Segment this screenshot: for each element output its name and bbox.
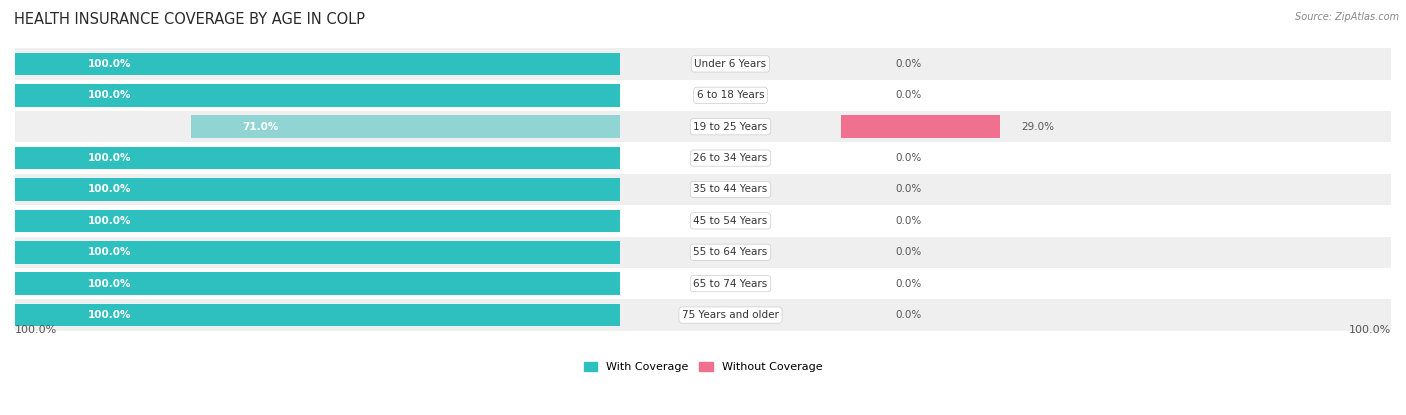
Bar — [15, 241, 620, 264]
Bar — [15, 268, 1391, 299]
Bar — [15, 84, 620, 107]
Text: 100.0%: 100.0% — [87, 153, 131, 163]
Text: 100.0%: 100.0% — [15, 325, 58, 335]
Text: 35 to 44 Years: 35 to 44 Years — [693, 185, 768, 195]
Text: 100.0%: 100.0% — [87, 216, 131, 226]
Text: 0.0%: 0.0% — [896, 247, 922, 257]
Text: HEALTH INSURANCE COVERAGE BY AGE IN COLP: HEALTH INSURANCE COVERAGE BY AGE IN COLP — [14, 12, 366, 27]
Bar — [15, 48, 1391, 80]
Text: 100.0%: 100.0% — [1348, 325, 1391, 335]
Text: 0.0%: 0.0% — [896, 185, 922, 195]
Bar — [15, 272, 620, 295]
Bar — [15, 142, 1391, 174]
Text: 55 to 64 Years: 55 to 64 Years — [693, 247, 768, 257]
Bar — [15, 111, 1391, 142]
Text: 29.0%: 29.0% — [1021, 122, 1054, 132]
Bar — [15, 174, 1391, 205]
Text: 19 to 25 Years: 19 to 25 Years — [693, 122, 768, 132]
Text: Under 6 Years: Under 6 Years — [695, 59, 766, 69]
Bar — [15, 210, 620, 232]
Text: 100.0%: 100.0% — [87, 90, 131, 100]
Text: 26 to 34 Years: 26 to 34 Years — [693, 153, 768, 163]
Text: 0.0%: 0.0% — [896, 216, 922, 226]
Text: 75 Years and older: 75 Years and older — [682, 310, 779, 320]
Text: 100.0%: 100.0% — [87, 247, 131, 257]
Bar — [15, 178, 620, 201]
Bar — [191, 115, 620, 138]
Bar — [15, 304, 620, 326]
Text: 100.0%: 100.0% — [87, 59, 131, 69]
Text: 0.0%: 0.0% — [896, 310, 922, 320]
Bar — [15, 205, 1391, 237]
Bar — [15, 237, 1391, 268]
Text: 0.0%: 0.0% — [896, 278, 922, 289]
Text: 71.0%: 71.0% — [242, 122, 278, 132]
Text: Source: ZipAtlas.com: Source: ZipAtlas.com — [1295, 12, 1399, 22]
Bar — [841, 115, 1000, 138]
Bar — [15, 147, 620, 169]
Bar — [15, 299, 1391, 331]
Text: 100.0%: 100.0% — [87, 278, 131, 289]
Text: 0.0%: 0.0% — [896, 59, 922, 69]
Bar — [15, 80, 1391, 111]
Text: 0.0%: 0.0% — [896, 90, 922, 100]
Text: 65 to 74 Years: 65 to 74 Years — [693, 278, 768, 289]
Text: 45 to 54 Years: 45 to 54 Years — [693, 216, 768, 226]
Text: 0.0%: 0.0% — [896, 153, 922, 163]
Text: 100.0%: 100.0% — [87, 185, 131, 195]
Legend: With Coverage, Without Coverage: With Coverage, Without Coverage — [579, 357, 827, 377]
Text: 6 to 18 Years: 6 to 18 Years — [697, 90, 765, 100]
Bar — [15, 53, 620, 75]
Text: 100.0%: 100.0% — [87, 310, 131, 320]
